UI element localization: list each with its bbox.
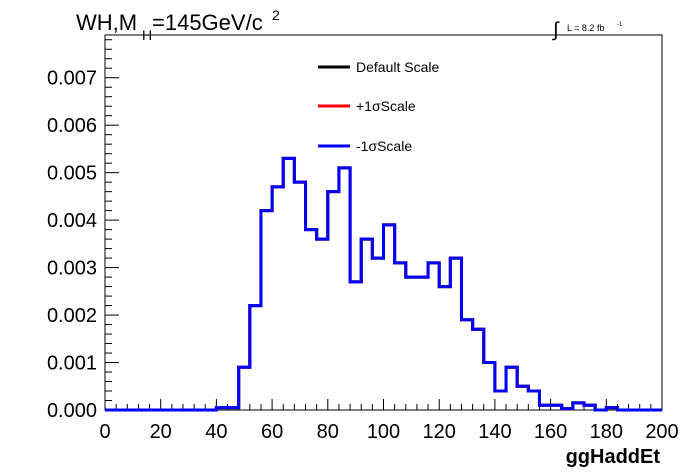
x-tick-label: 140 bbox=[478, 421, 511, 443]
x-axis-label: ggHaddEt bbox=[566, 446, 661, 468]
y-axis: 0.000 0.001 0.002 0.003 0.004 0.005 0.006 0.007 bbox=[47, 39, 119, 422]
x-tick-label: 120 bbox=[423, 421, 456, 443]
legend-label-minus1sigma: -1σScale bbox=[356, 138, 412, 154]
series-line-1 bbox=[105, 156, 662, 412]
y-tick-label: 0.005 bbox=[47, 163, 97, 185]
legend-label-plus1sigma: +1σScale bbox=[356, 98, 416, 114]
x-tick-label: 200 bbox=[645, 421, 678, 443]
x-tick-label: 20 bbox=[150, 421, 172, 443]
x-tick-label: 60 bbox=[261, 421, 283, 443]
y-tick-label: 0.006 bbox=[47, 115, 97, 137]
x-tick-label: 180 bbox=[590, 421, 623, 443]
chart-title-suffix: =145GeV/c bbox=[152, 10, 263, 35]
chart-title-superscript: 2 bbox=[272, 7, 280, 23]
chart-title: WH,M bbox=[76, 10, 137, 35]
y-tick-label: 0.003 bbox=[47, 258, 97, 280]
x-axis: 0 20 40 60 80 100 120 140 160 180 200 bbox=[99, 399, 679, 443]
x-tick-label: 40 bbox=[205, 421, 227, 443]
series-line-0 bbox=[105, 156, 662, 412]
chart-title-subscript: H bbox=[142, 27, 152, 43]
series-layer bbox=[105, 156, 662, 412]
legend-label-default: Default Scale bbox=[356, 59, 439, 75]
lumi-label: L = 8.2 fb bbox=[567, 23, 604, 33]
x-tick-label: 0 bbox=[99, 421, 110, 443]
legend: Default Scale +1σScale -1σScale bbox=[318, 59, 439, 154]
x-tick-label: 100 bbox=[367, 421, 400, 443]
plot-frame bbox=[104, 34, 663, 411]
lumi-superscript: -1 bbox=[617, 22, 623, 28]
y-tick-label: 0.001 bbox=[47, 353, 97, 375]
y-tick-label: 0.000 bbox=[47, 400, 97, 422]
series-line-2 bbox=[105, 156, 662, 412]
y-tick-label: 0.007 bbox=[47, 68, 97, 90]
x-tick-label: 160 bbox=[534, 421, 567, 443]
lumi-integral-symbol: ∫ bbox=[552, 19, 560, 41]
x-tick-label: 80 bbox=[317, 421, 339, 443]
y-tick-label: 0.002 bbox=[47, 305, 97, 327]
y-tick-label: 0.004 bbox=[47, 210, 97, 232]
